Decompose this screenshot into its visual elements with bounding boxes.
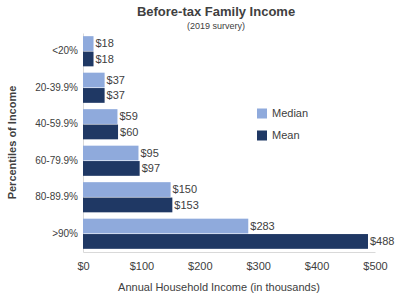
y-tick-label: <20%	[52, 45, 78, 56]
y-tick: 60-79.9%	[35, 155, 83, 166]
data-label: $95	[140, 147, 158, 159]
bar	[83, 234, 368, 249]
data-label: $150	[173, 183, 197, 195]
x-tick-label: $500	[363, 260, 387, 272]
bar	[83, 219, 248, 234]
y-tick: <20%	[52, 45, 83, 56]
data-label: $18	[96, 37, 114, 49]
bar	[83, 161, 140, 176]
bar	[83, 109, 117, 124]
data-label: $18	[96, 53, 114, 65]
x-tick: $100	[130, 252, 154, 272]
data-labels: $18 $37 $59 $95 $150 $283 $18 $37 $60 $97 $153 $488	[96, 37, 395, 247]
x-tick-label: $100	[130, 260, 154, 272]
bars	[83, 36, 368, 249]
x-tick-label: $200	[188, 260, 212, 272]
x-axis-line	[84, 252, 376, 253]
bar	[83, 52, 94, 67]
title: Before-tax Family Income	[137, 4, 295, 19]
x-tick-label: $400	[305, 260, 329, 272]
x-axis-title: Annual Household Income (in thousands)	[118, 281, 320, 293]
data-label: $153	[174, 199, 198, 211]
chart: Before-tax Family Income (2019 survery) $0…	[0, 0, 402, 301]
y-axis-title: Percentiles of Income	[6, 86, 18, 200]
x-tick: $300	[246, 252, 270, 272]
data-label: $283	[250, 220, 274, 232]
y-tick: 80-89.9%	[35, 191, 83, 202]
y-tick-label: 40-59.9%	[35, 118, 78, 129]
legend-label: Median	[272, 107, 308, 119]
legend-label: Mean	[272, 129, 300, 141]
y-tick-label: 80-89.9%	[35, 191, 78, 202]
bar	[83, 73, 105, 88]
data-label: $97	[142, 162, 160, 174]
x-tick: $200	[188, 252, 212, 272]
x-tick-label: $300	[246, 260, 270, 272]
x-tick: $400	[305, 252, 329, 272]
legend: Median Mean	[257, 107, 308, 141]
x-axis: $0 $100 $200 $300 $400 $500	[77, 252, 387, 272]
data-label: $37	[107, 74, 125, 86]
x-tick: $500	[363, 252, 387, 272]
bar	[83, 36, 94, 51]
y-tick-label: >90%	[52, 228, 78, 239]
bar	[83, 125, 118, 140]
y-tick-label: 20-39.9%	[35, 82, 78, 93]
y-tick-label: 60-79.9%	[35, 155, 78, 166]
bar	[83, 198, 172, 213]
data-label: $59	[119, 110, 137, 122]
data-label: $37	[107, 89, 125, 101]
bar	[83, 88, 105, 103]
y-tick: 40-59.9%	[35, 118, 83, 129]
data-label: $488	[370, 235, 394, 247]
subtitle: (2019 survery)	[187, 21, 245, 31]
bar	[83, 146, 138, 161]
y-tick: 20-39.9%	[35, 82, 83, 93]
y-tick: >90%	[52, 228, 83, 239]
y-axis: <20% 20-39.9% 40-59.9% 60-79.9% 80-89.9% >90%	[35, 34, 83, 253]
data-label: $60	[120, 126, 138, 138]
x-tick: $0	[77, 252, 89, 272]
bar	[83, 182, 171, 197]
legend-swatch	[257, 131, 267, 141]
x-tick-label: $0	[77, 260, 89, 272]
legend-swatch	[257, 109, 267, 119]
